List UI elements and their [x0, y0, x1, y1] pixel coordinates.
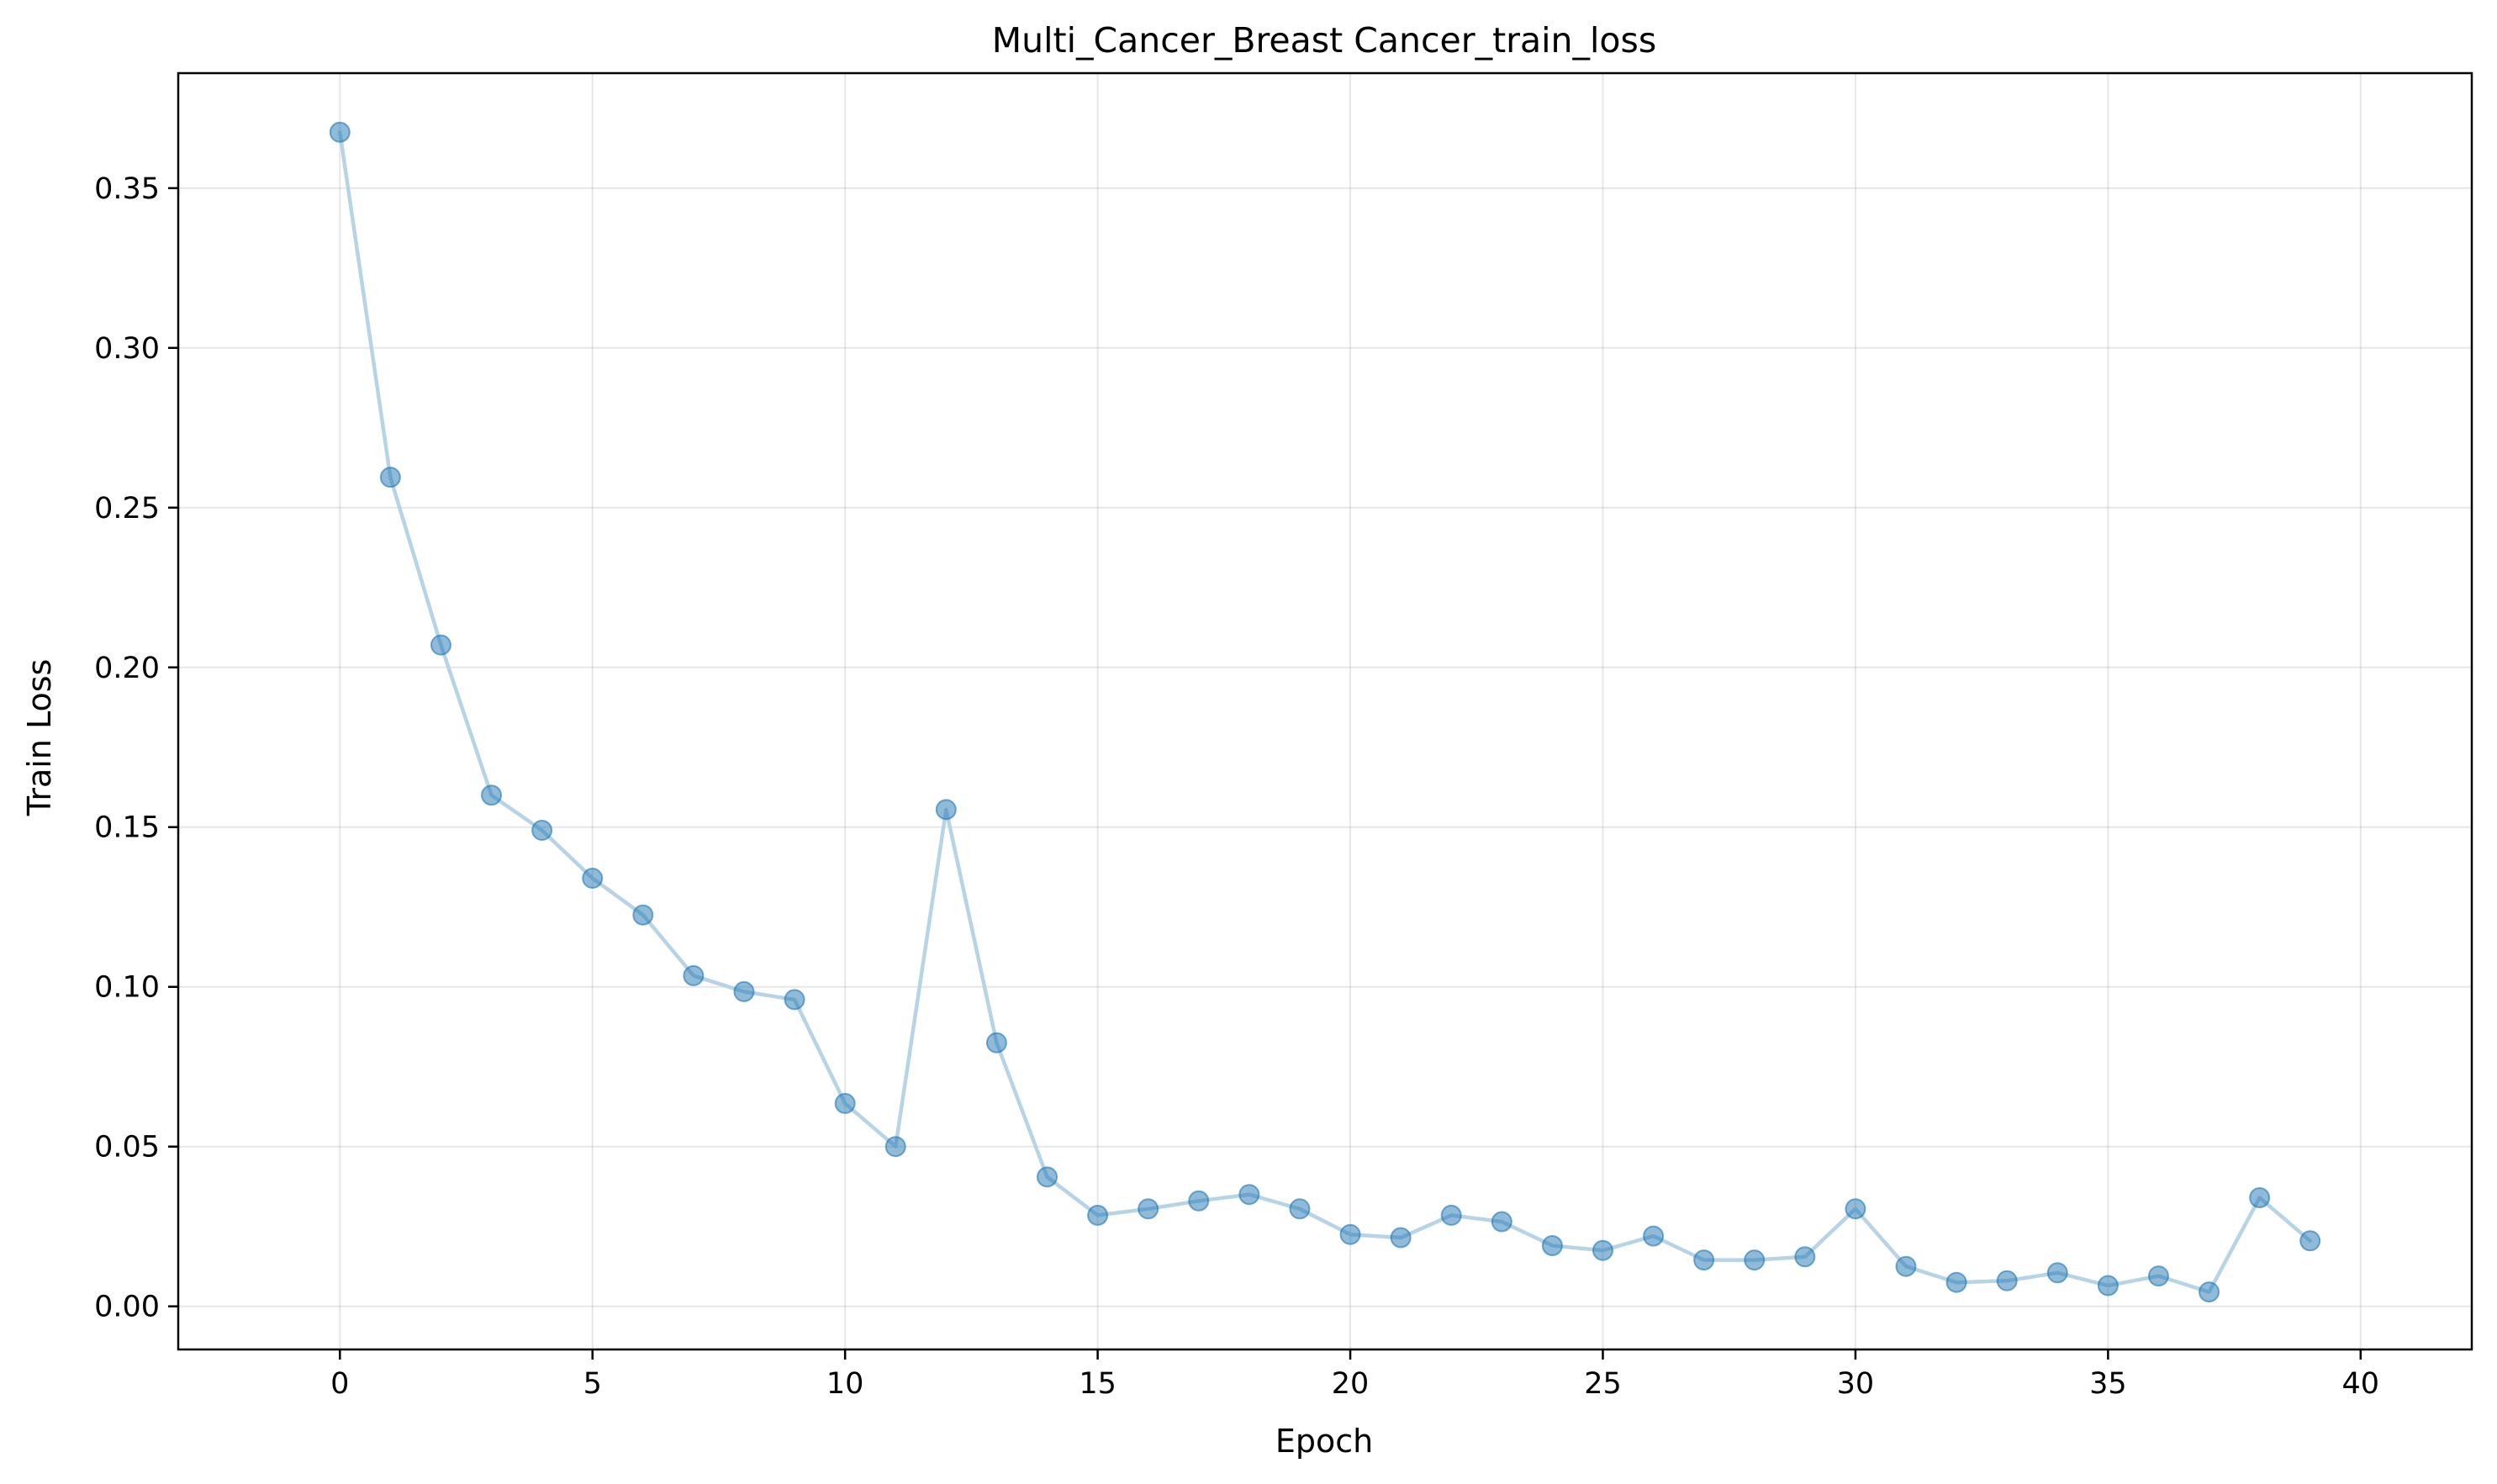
series-line — [338, 130, 2312, 1294]
data-point — [582, 868, 604, 890]
data-point — [1440, 1204, 1462, 1226]
data-point — [1744, 1249, 1766, 1271]
data-point — [1592, 1239, 1613, 1261]
data-point — [2147, 1265, 2169, 1287]
grid-lines — [178, 73, 2472, 1349]
plot-area-frame — [177, 71, 2473, 1351]
data-point — [935, 799, 957, 821]
data-point — [2299, 1230, 2321, 1252]
data-point — [1643, 1225, 1665, 1247]
data-point — [1087, 1204, 1109, 1226]
data-point — [2249, 1187, 2271, 1209]
data-point — [1037, 1166, 1058, 1188]
x-tick-label: 0 — [330, 1367, 349, 1401]
data-point — [1138, 1198, 1159, 1220]
data-point — [1188, 1190, 1210, 1212]
data-point — [1541, 1235, 1563, 1257]
x-tick-label: 5 — [583, 1367, 602, 1401]
data-point — [632, 904, 654, 926]
data-point — [1339, 1223, 1361, 1245]
data-point — [1945, 1271, 1967, 1293]
y-tick-label: 0.15 — [94, 811, 160, 845]
data-point — [1390, 1227, 1412, 1249]
data-point — [531, 820, 553, 842]
x-tick-label: 20 — [1332, 1367, 1370, 1401]
data-point — [2097, 1275, 2119, 1297]
y-tick-label: 0.20 — [94, 652, 160, 685]
y-tick-label: 0.30 — [94, 332, 160, 366]
data-point — [1491, 1211, 1512, 1233]
data-point — [481, 784, 503, 806]
series-train-loss — [329, 121, 2321, 1303]
data-point — [1996, 1270, 2018, 1291]
data-point — [784, 989, 805, 1011]
data-point — [834, 1092, 856, 1114]
data-point — [733, 980, 755, 1002]
x-tick-label: 10 — [826, 1367, 864, 1401]
data-point — [1845, 1198, 1866, 1220]
x-axis-ticks: 0 5 10 15 20 25 30 35 40 — [330, 1349, 2379, 1401]
x-tick-label: 30 — [1837, 1367, 1875, 1401]
y-tick-label: 0.10 — [94, 971, 160, 1005]
data-point — [884, 1136, 906, 1158]
data-point — [379, 467, 401, 489]
y-tick-label: 0.25 — [94, 492, 160, 525]
x-axis-label: Epoch — [1275, 1423, 1373, 1460]
data-point — [985, 1032, 1007, 1054]
y-axis-label: Train Loss — [21, 659, 58, 817]
data-point — [1238, 1184, 1260, 1206]
data-point — [1693, 1249, 1715, 1271]
data-point — [1289, 1198, 1311, 1220]
chart-title: Multi_Cancer_Breast Cancer_train_loss — [992, 20, 1656, 61]
data-point — [1794, 1246, 1816, 1268]
x-tick-label: 25 — [1584, 1367, 1622, 1401]
y-tick-label: 0.05 — [94, 1131, 160, 1164]
y-tick-label: 0.35 — [94, 172, 160, 206]
data-point — [2046, 1262, 2068, 1284]
data-point — [2199, 1281, 2220, 1303]
y-tick-label: 0.00 — [94, 1291, 160, 1324]
data-point — [329, 121, 351, 143]
y-axis-ticks: 0.00 0.05 0.10 0.15 0.20 0.25 0.30 0.35 — [94, 172, 178, 1324]
data-point — [1895, 1255, 1917, 1277]
data-point — [430, 634, 451, 656]
data-point — [683, 964, 705, 986]
x-tick-label: 40 — [2342, 1367, 2380, 1401]
x-tick-label: 35 — [2089, 1367, 2127, 1401]
x-tick-label: 15 — [1079, 1367, 1117, 1401]
data-points — [329, 121, 2321, 1303]
